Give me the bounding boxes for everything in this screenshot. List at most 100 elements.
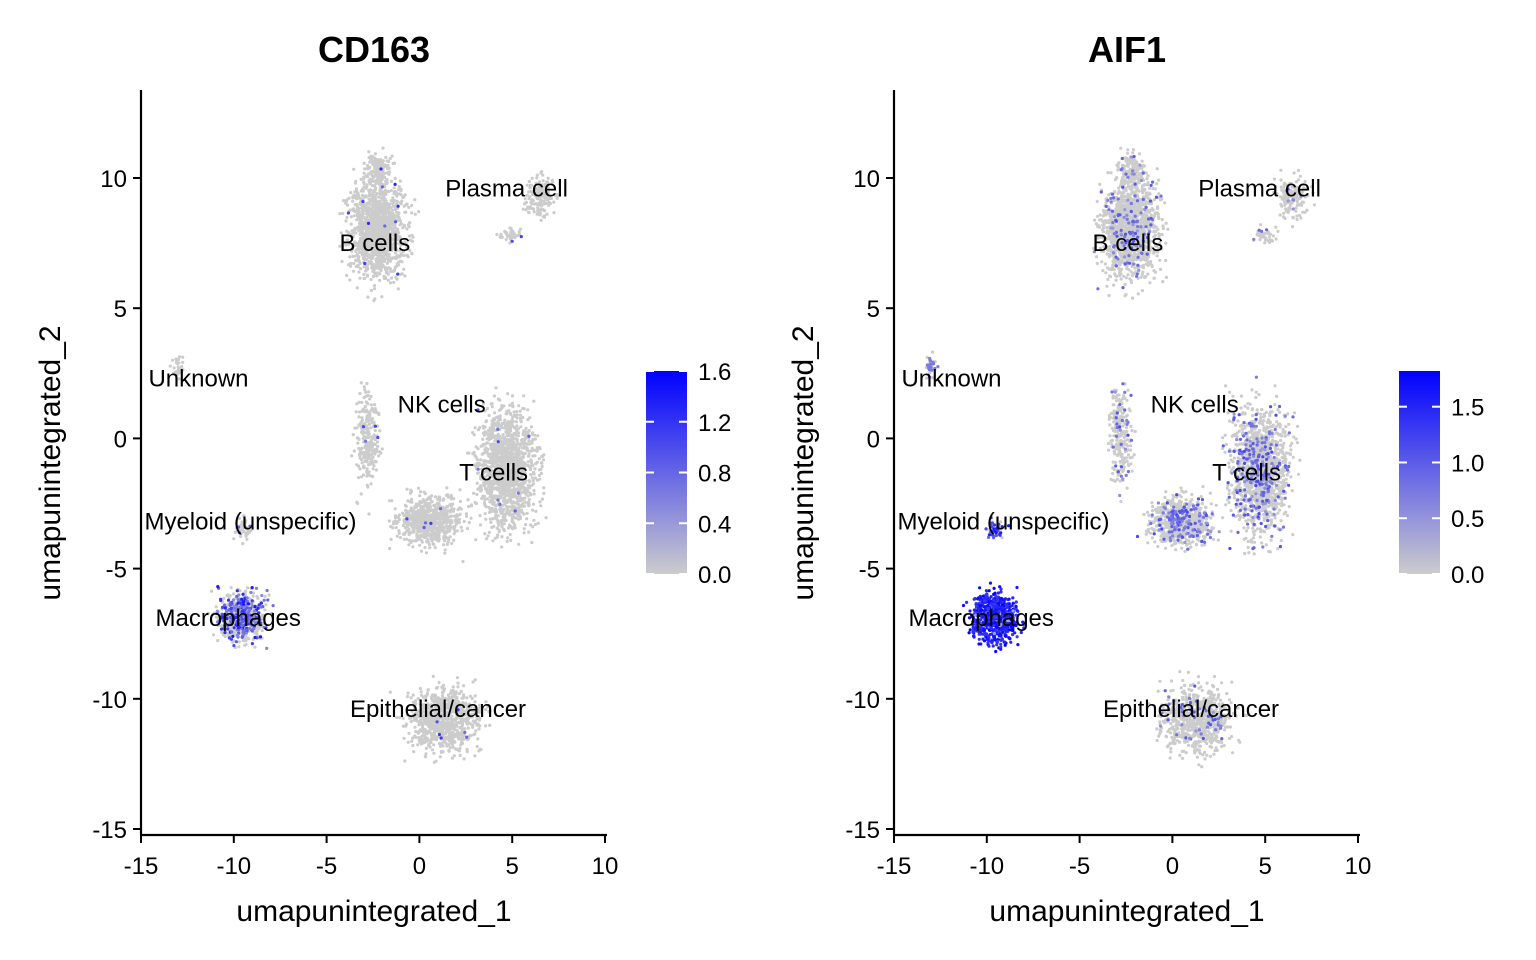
data-point [369, 221, 374, 225]
data-point [424, 551, 429, 555]
data-point [364, 257, 368, 261]
data-point [452, 538, 456, 542]
data-point [369, 394, 373, 398]
data-point [413, 212, 417, 216]
data-point [457, 506, 462, 510]
data-point [379, 451, 383, 455]
data-point [365, 401, 369, 405]
data-point [469, 516, 473, 520]
data-point [364, 217, 368, 221]
data-point [355, 436, 359, 440]
data-point [410, 739, 414, 743]
data-point [541, 458, 546, 462]
data-point [399, 202, 403, 206]
data-point [387, 203, 391, 208]
data-point [402, 253, 406, 258]
data-point [478, 426, 482, 430]
data-point [367, 512, 371, 516]
data-point [496, 415, 500, 419]
data-point [397, 513, 401, 517]
data-point [450, 541, 454, 546]
data-point [532, 399, 536, 403]
data-point [383, 207, 387, 211]
data-point [505, 412, 509, 416]
data-point [510, 519, 514, 523]
data-point [340, 259, 344, 264]
data-point [231, 640, 235, 645]
data-point [529, 473, 533, 477]
data-point [436, 506, 440, 510]
data-point [379, 234, 383, 238]
data-point [376, 161, 380, 165]
data-point [370, 457, 374, 461]
data-point [483, 511, 487, 516]
data-point [387, 519, 391, 523]
data-point [431, 526, 435, 531]
data-point [442, 525, 446, 529]
data-point [352, 449, 356, 453]
data-point [360, 446, 364, 450]
data-point [523, 496, 527, 500]
data-point [540, 464, 544, 469]
data-point [527, 439, 531, 443]
data-point [359, 243, 363, 247]
data-point [369, 426, 373, 430]
data-point [500, 525, 504, 529]
data-point [494, 386, 498, 390]
data-point [377, 454, 381, 458]
data-point [424, 752, 428, 756]
data-point [508, 532, 512, 537]
data-point [535, 446, 539, 450]
data-point [489, 520, 493, 525]
data-point [497, 529, 501, 534]
data-point [494, 508, 498, 512]
data-point [366, 410, 370, 414]
data-point [394, 275, 398, 280]
data-point [492, 443, 496, 447]
data-point [503, 418, 507, 422]
data-point [377, 243, 381, 247]
data-point [418, 543, 422, 547]
data-point [472, 491, 476, 495]
data-point [376, 247, 380, 251]
data-point [357, 270, 361, 274]
data-point [466, 451, 470, 455]
data-point [355, 402, 359, 406]
data-point [353, 181, 358, 185]
data-point [383, 275, 387, 279]
data-point [466, 726, 470, 730]
data-point [476, 737, 480, 741]
data-point [439, 510, 443, 514]
data-point [369, 288, 374, 293]
data-point [385, 159, 389, 163]
data-point [407, 225, 411, 229]
data-point [499, 232, 503, 236]
data-point [396, 227, 400, 231]
data-point [347, 242, 351, 246]
data-point [533, 522, 538, 527]
data-point [503, 229, 507, 233]
data-point [525, 517, 529, 521]
data-point [361, 197, 365, 201]
data-point [363, 388, 367, 392]
data-point [388, 281, 393, 285]
data-point [534, 462, 538, 466]
data-point [361, 212, 365, 216]
data-point [494, 504, 498, 508]
data-point [405, 512, 409, 516]
data-point [491, 517, 495, 521]
data-point [473, 754, 477, 758]
data-point [402, 736, 406, 740]
data-point [397, 187, 401, 192]
data-point [398, 179, 402, 183]
data-point [391, 526, 395, 530]
data-point [392, 280, 396, 284]
data-point [355, 500, 359, 504]
data-point [537, 457, 541, 461]
data-point [436, 534, 440, 538]
data-point [485, 497, 490, 501]
data-point [531, 479, 535, 483]
data-point [349, 222, 353, 226]
data-point [516, 427, 521, 431]
